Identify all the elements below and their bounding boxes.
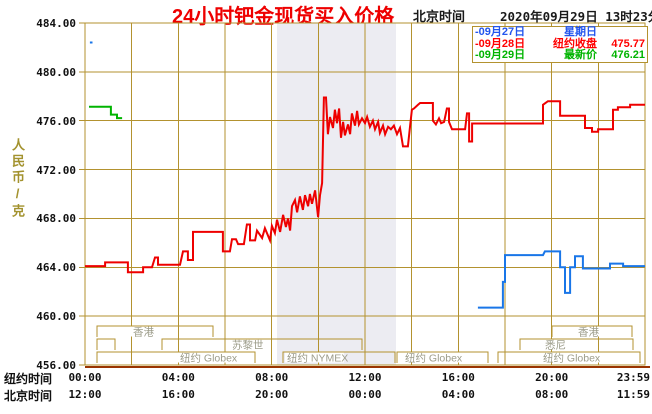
session-bracket: [96, 325, 214, 337]
session-label: 纽约 Globex: [180, 352, 238, 365]
bj-time-tick-label: 16:00: [161, 388, 195, 401]
session-label: 苏黎世: [232, 339, 264, 352]
y-tick-label: 456.00: [36, 359, 76, 372]
legend-date: -09月27日: [475, 26, 526, 38]
session-label: 纽约 Globex: [543, 352, 601, 365]
legend-row: -09月27日 星期日: [475, 26, 645, 39]
ny-time-tick-label: 12:00: [348, 371, 382, 384]
ny-time-tick-label: 08:00: [255, 371, 289, 384]
session-bracket: [96, 338, 116, 350]
legend-desc: 最新价: [564, 49, 597, 62]
y-tick-label: 476.00: [36, 115, 76, 128]
legend-date: -09月28日: [475, 37, 526, 50]
legend-row: -09月29日 最新价 476.21: [475, 50, 645, 62]
plot-border: [84, 22, 646, 366]
y-tick-label: 472.00: [36, 164, 76, 177]
ny-time-tick-label: 04:00: [161, 371, 195, 384]
legend-date: -09月29日: [475, 49, 526, 62]
session-label-bg: [543, 339, 567, 350]
price-line-09月27日: [477, 250, 645, 309]
session-label-bg: [576, 326, 600, 337]
bj-time-tick-label: 04:00: [441, 388, 475, 401]
bj-time-tick-label: 00:00: [348, 388, 382, 401]
session-label-bg: [131, 326, 155, 337]
ny-time-tick-label: 20:00: [535, 371, 569, 384]
session-bracket: [551, 325, 633, 337]
legend-value: 476.21: [611, 49, 645, 62]
y-tick-label: 460.00: [36, 310, 76, 323]
timezone-label: 北京时间: [413, 9, 466, 24]
legend: -09月27日 星期日 -09月28日 纽约收盘 475.77 -09月29日 最新价 476…: [472, 26, 648, 63]
bj-time-tick-label: 08:00: [535, 388, 569, 401]
bj-time-tick-label: 12:00: [68, 388, 102, 401]
ny-time-row-label: 纽约时间: [4, 372, 53, 386]
session-label-bg: [285, 352, 344, 363]
session-bracket: [282, 351, 396, 363]
bj-time-tick-label: 20:00: [255, 388, 289, 401]
session-label-bg: [403, 352, 468, 363]
session-label: 纽约 NYMEX: [287, 352, 348, 365]
session-bracket: [519, 338, 634, 350]
legend-value: 475.77: [611, 37, 645, 50]
session-bracket: [161, 338, 363, 350]
y-tick-label: 484.00: [36, 17, 76, 30]
current-datetime: 2020年09月29日 13时23分: [500, 9, 652, 24]
session-label-bg: [541, 352, 606, 363]
session-label: 香港: [578, 327, 599, 339]
session-bracket: [497, 351, 641, 363]
session-bracket: [396, 351, 489, 363]
session-label-bg: [230, 339, 264, 350]
session-label: 香港: [133, 327, 154, 339]
y-axis-unit-label: 人民币/克: [10, 138, 25, 220]
y-tick-label: 480.00: [36, 66, 76, 79]
legend-desc: 星期日: [564, 26, 597, 38]
ny-time-tick-label: 00:00: [68, 371, 102, 384]
session-bracket: [96, 351, 256, 363]
ny-time-tick-label: 23:59: [616, 371, 650, 384]
ny-time-tick-label: 16:00: [441, 371, 475, 384]
nymex-session-band: [277, 23, 396, 366]
session-label: 悉尼: [545, 340, 566, 352]
legend-value: [597, 27, 645, 39]
price-line-09月29日: [89, 105, 123, 120]
bj-time-row-label: 北京时间: [4, 389, 53, 403]
session-label-bg: [178, 352, 243, 363]
session-label: 纽约 Globex: [405, 352, 463, 365]
legend-desc: 纽约收盘: [553, 37, 597, 50]
price-line-09月28日: [85, 96, 645, 274]
legend-row: -09月28日 纽约收盘 475.77: [475, 37, 645, 51]
bj-time-tick-label: 11:59: [616, 388, 650, 401]
y-tick-label: 468.00: [36, 212, 76, 225]
y-tick-label: 464.00: [36, 261, 76, 274]
